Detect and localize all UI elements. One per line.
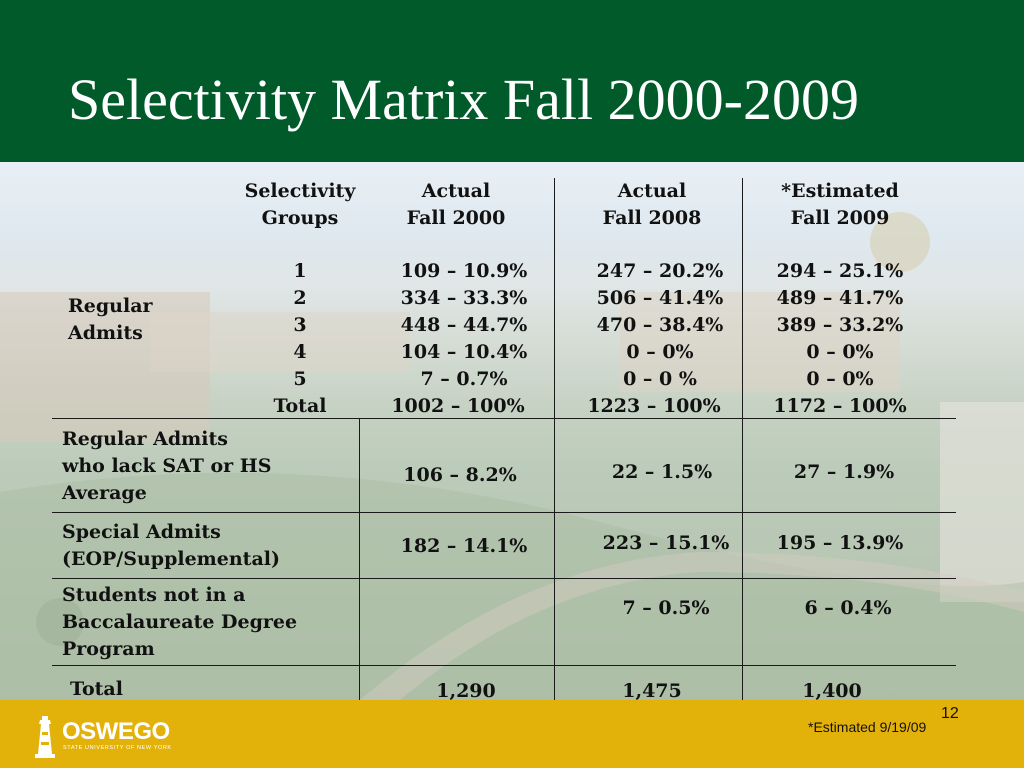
special-fall2008: 223 – 15.1% — [602, 532, 730, 554]
footer-bar — [0, 700, 1024, 768]
group-number: 3 — [293, 314, 307, 336]
building-center — [150, 312, 410, 372]
lack-sat-label-line3: Average — [62, 482, 147, 504]
header-groups-line1: Selectivity — [244, 180, 356, 202]
group-fall2000: 7 – 0.7% — [420, 368, 508, 390]
group-fall2008: 0 – 0% — [626, 341, 694, 363]
lawn — [0, 472, 1024, 700]
title-bar — [0, 0, 1024, 162]
group-total-fall2009: 1172 – 100% — [773, 395, 907, 417]
group-number: 5 — [293, 368, 307, 390]
header-fall2000-line2: Fall 2000 — [406, 207, 506, 229]
group-number: 4 — [293, 341, 307, 363]
photo-light-overlay — [0, 162, 1024, 700]
group-fall2008: 506 – 41.4% — [596, 287, 724, 309]
group-fall2009: 489 – 41.7% — [776, 287, 904, 309]
header-fall2008-line1: Actual — [617, 180, 687, 202]
group-fall2008: 0 – 0 % — [623, 368, 697, 390]
campus-photo-background — [0, 162, 1024, 700]
header-fall2008-line2: Fall 2008 — [602, 207, 702, 229]
lack-sat-fall2009: 27 – 1.9% — [793, 461, 895, 483]
lack-sat-label-line1: Regular Admits — [62, 428, 228, 450]
regular-admits-label-line1: Regular — [68, 295, 153, 317]
special-label-line1: Special Admits — [62, 521, 221, 543]
not-bacc-label-line2: Baccalaureate Degree — [62, 611, 298, 633]
grand-total-fall2000: 1,290 — [436, 680, 496, 702]
building-far-right — [940, 402, 1024, 602]
grand-total-fall2008: 1,475 — [622, 680, 682, 702]
group-fall2009: 0 – 0% — [806, 368, 874, 390]
group-number: 1 — [293, 260, 307, 282]
divider-after-not-bacc — [52, 665, 956, 666]
logo-subtitle: STATE UNIVERSITY OF NEW YORK — [63, 745, 172, 751]
regular-admits-label-line2: Admits — [68, 322, 143, 344]
group-total-fall2000: 1002 – 100% — [391, 395, 525, 417]
not-bacc-fall2009: 6 – 0.4% — [804, 597, 892, 619]
group-number: 2 — [293, 287, 307, 309]
divider-after-special — [52, 578, 956, 579]
header-fall2009-line2: Fall 2009 — [790, 207, 890, 229]
group-fall2008: 247 – 20.2% — [596, 260, 724, 282]
tree-left — [36, 598, 84, 646]
group-fall2009: 389 – 33.2% — [776, 314, 904, 336]
special-fall2009: 195 – 13.9% — [776, 532, 904, 554]
group-fall2000: 334 – 33.3% — [400, 287, 528, 309]
group-fall2008: 470 – 38.4% — [596, 314, 724, 336]
header-fall2009-line1: *Estimated — [781, 180, 899, 202]
group-fall2009: 0 – 0% — [806, 341, 874, 363]
estimate-footnote: *Estimated 9/19/09 — [808, 719, 927, 735]
tree-autumn — [870, 212, 930, 272]
column-divider-3 — [742, 178, 743, 700]
special-label-line2: (EOP/Supplemental) — [62, 548, 280, 570]
divider-after-lack-sat — [52, 512, 956, 513]
lighthouse-icon — [35, 716, 55, 758]
slide-title: Selectivity Matrix Fall 2000-2009 — [68, 67, 859, 132]
group-total-fall2008: 1223 – 100% — [587, 395, 721, 417]
header-groups-line2: Groups — [261, 207, 339, 229]
slide-number: 12 — [941, 705, 959, 722]
group-fall2009: 294 – 25.1% — [776, 260, 904, 282]
not-bacc-fall2008: 7 – 0.5% — [622, 597, 710, 619]
logo-wordmark: OSWEGO — [62, 718, 170, 745]
not-bacc-label-line1: Students not in a — [62, 584, 246, 606]
group-total-label: Total — [273, 395, 327, 417]
group-fall2000: 104 – 10.4% — [400, 341, 528, 363]
column-divider-2 — [554, 178, 555, 700]
special-fall2000: 182 – 14.1% — [400, 535, 528, 557]
building-right — [620, 292, 900, 392]
road — [360, 552, 1024, 700]
header-fall2000-line1: Actual — [421, 180, 491, 202]
oswego-logo: OSWEGO STATE UNIVERSITY OF NEW YORK — [32, 712, 172, 760]
group-fall2000: 109 – 10.9% — [400, 260, 528, 282]
campus-scene — [0, 212, 1024, 700]
not-bacc-label-line3: Program — [62, 638, 155, 660]
grand-total-label: Total — [70, 678, 123, 700]
divider-after-groups — [52, 418, 956, 419]
grand-total-fall2009: 1,400 — [802, 680, 862, 702]
column-divider-1 — [359, 418, 360, 700]
lack-sat-label-line2: who lack SAT or HS — [62, 455, 272, 477]
lack-sat-fall2000: 106 – 8.2% — [403, 464, 517, 486]
group-fall2000: 448 – 44.7% — [400, 314, 528, 336]
lack-sat-fall2008: 22 – 1.5% — [611, 461, 713, 483]
